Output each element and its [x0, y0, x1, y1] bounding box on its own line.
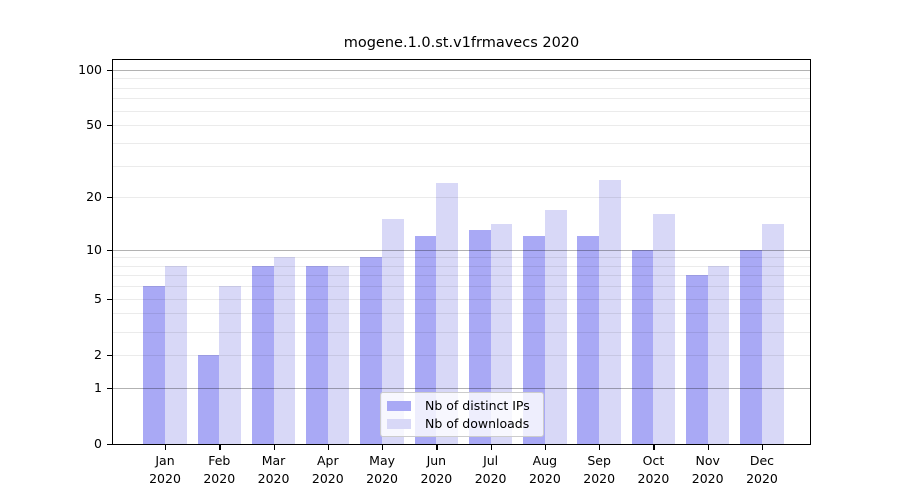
legend-swatch-nb-of-distinct-ips	[387, 400, 411, 411]
x-tick-label-aug: Aug 2020	[528, 453, 561, 486]
y-tick-label: 10	[86, 241, 102, 257]
x-tick-label-mar: Mar 2020	[257, 453, 290, 486]
y-tick-mark	[107, 444, 112, 446]
y-tick-mark	[107, 387, 112, 390]
major-gridline	[113, 249, 810, 251]
x-tick-mark	[653, 445, 655, 450]
y-tick-label: 50	[86, 117, 102, 133]
bar-nb-of-distinct-ips-dec	[740, 249, 762, 444]
chart-title: mogene.1.0.st.v1frmavecs 2020	[343, 35, 580, 51]
legend-item-nb-of-distinct-ips: Nb of distinct IPs	[387, 397, 543, 413]
minor-gridline	[113, 78, 810, 80]
minor-gridline	[113, 165, 810, 167]
bar-nb-of-distinct-ips-feb	[197, 354, 220, 444]
minor-gridline	[113, 354, 810, 356]
major-gridline	[113, 69, 810, 71]
bar-nb-of-downloads-jan	[165, 265, 187, 444]
bar-nb-of-downloads-jul	[490, 224, 513, 444]
bar-nb-of-distinct-ips-jan	[143, 286, 165, 444]
y-tick-label: 1	[94, 379, 102, 395]
y-tick-mark	[107, 249, 112, 251]
legend-label-nb-of-downloads: Nb of downloads	[425, 415, 530, 431]
y-tick-mark	[107, 197, 112, 199]
x-tick-label-sep: Sep 2020	[583, 453, 616, 486]
x-tick-mark	[490, 445, 492, 450]
bar-nb-of-downloads-jun	[436, 182, 459, 444]
x-tick-label-jan: Jan 2020	[149, 453, 181, 486]
x-tick-label-jul: Jul 2020	[474, 453, 507, 486]
minor-gridline	[113, 286, 810, 288]
x-tick-mark	[382, 445, 384, 450]
x-tick-label-may: May 2020	[366, 453, 398, 486]
bar-nb-of-downloads-mar	[273, 257, 296, 444]
y-tick-mark	[107, 354, 112, 357]
y-tick-mark	[107, 69, 112, 71]
minor-gridline	[113, 98, 810, 100]
bar-nb-of-distinct-ips-apr	[306, 265, 328, 444]
bar-nb-of-downloads-apr	[327, 265, 350, 444]
minor-gridline	[113, 331, 810, 333]
plot-area	[113, 60, 810, 444]
bar-nb-of-distinct-ips-oct	[631, 249, 654, 444]
minor-gridline	[113, 313, 810, 315]
legend-label-nb-of-distinct-ips: Nb of distinct IPs	[425, 397, 530, 413]
x-tick-mark	[599, 445, 601, 450]
legend-swatch-nb-of-downloads	[387, 418, 411, 429]
x-tick-mark	[707, 445, 709, 450]
bar-nb-of-distinct-ips-sep	[577, 235, 600, 444]
bar-nb-of-distinct-ips-jun	[414, 235, 437, 444]
bar-nb-of-distinct-ips-may	[360, 257, 383, 444]
minor-gridline	[113, 87, 810, 89]
bar-nb-of-distinct-ips-nov	[686, 275, 708, 444]
minor-gridline	[113, 275, 810, 277]
x-tick-label-dec: Dec 2020	[746, 453, 778, 486]
y-tick-label: 0	[94, 436, 102, 451]
bar-nb-of-distinct-ips-mar	[251, 265, 274, 444]
x-tick-mark	[219, 445, 221, 450]
x-tick-mark	[761, 445, 764, 450]
minor-gridline	[113, 298, 810, 300]
minor-gridline	[113, 110, 810, 112]
x-tick-label-apr: Apr 2020	[311, 453, 344, 486]
x-tick-label-feb: Feb 2020	[203, 453, 236, 486]
bar-nb-of-distinct-ips-aug	[523, 235, 545, 444]
minor-gridline	[113, 257, 810, 259]
y-tick-label: 20	[86, 189, 102, 205]
x-tick-mark	[327, 445, 330, 450]
x-tick-mark	[436, 445, 438, 450]
minor-gridline	[113, 125, 810, 127]
x-tick-mark	[273, 445, 275, 450]
y-tick-label: 5	[94, 290, 102, 306]
legend: Nb of distinct IPs Nb of downloads	[380, 392, 544, 437]
x-tick-mark	[544, 445, 547, 450]
y-tick-label: 2	[94, 346, 102, 362]
x-tick-mark	[165, 445, 167, 450]
bar-nb-of-distinct-ips-jul	[468, 229, 491, 444]
bar-nb-of-downloads-may	[382, 219, 404, 444]
x-tick-label-nov: Nov 2020	[691, 453, 724, 486]
y-tick-mark	[107, 298, 112, 300]
bar-nb-of-downloads-oct	[653, 214, 676, 444]
major-gridline	[113, 387, 810, 389]
minor-gridline	[113, 197, 810, 199]
x-tick-label-oct: Oct 2020	[637, 453, 670, 486]
y-tick-label: 100	[78, 61, 102, 77]
bar-nb-of-downloads-sep	[599, 179, 621, 444]
bar-nb-of-downloads-dec	[761, 224, 784, 444]
x-tick-label-jun: Jun 2020	[420, 453, 453, 486]
y-tick-mark	[107, 125, 112, 127]
bar-nb-of-downloads-aug	[544, 209, 567, 444]
bar-nb-of-downloads-nov	[707, 265, 730, 444]
bar-nb-of-downloads-feb	[219, 286, 241, 444]
minor-gridline	[113, 265, 810, 267]
legend-item-nb-of-downloads: Nb of downloads	[387, 415, 543, 431]
minor-gridline	[113, 142, 810, 144]
